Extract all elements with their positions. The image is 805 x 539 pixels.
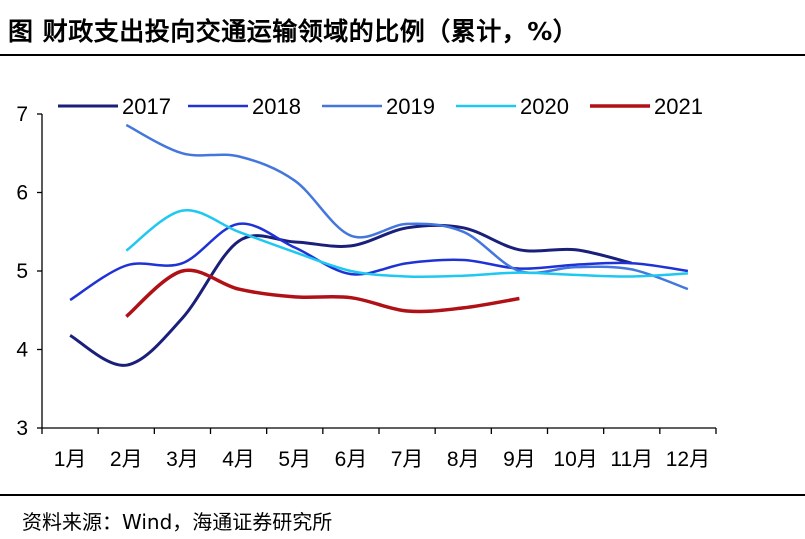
- x-tick-label: 8月: [447, 448, 480, 471]
- y-tick-label: 4: [16, 339, 28, 362]
- series-line-2017: [69, 223, 633, 367]
- x-tick-label: 7月: [391, 448, 424, 471]
- legend-label-2021: 2021: [654, 94, 703, 119]
- x-tick-label: 5月: [278, 448, 311, 471]
- x-tick-label: 9月: [503, 448, 536, 471]
- x-tick-label: 11月: [610, 448, 653, 471]
- legend: 2017 2018 2019 2020 2021: [58, 94, 703, 119]
- x-tick-label: 1月: [54, 448, 87, 471]
- y-tick-label: 6: [16, 182, 28, 205]
- series-line-2019: [125, 123, 689, 291]
- series-line-2021: [125, 268, 520, 318]
- y-tick-label: 7: [16, 103, 28, 126]
- series-line-2020: [125, 209, 688, 279]
- x-tick-label: 12月: [666, 448, 710, 471]
- chart-title: 图 财政支出投向交通运输领域的比例（累计，%）: [8, 17, 579, 46]
- y-tick-label: 3: [16, 417, 28, 440]
- series-line-2018: [69, 222, 689, 302]
- legend-label-2019: 2019: [386, 94, 435, 119]
- title-rule: [0, 54, 805, 56]
- axes: 3 4 5 6 7 1月 2月 3月 4月 5月 6月 7月 8月 9月 10月 11月 12月: [16, 103, 717, 471]
- y-tick-label: 5: [16, 260, 28, 283]
- x-tick-label: 4月: [222, 448, 255, 471]
- legend-label-2018: 2018: [252, 94, 301, 119]
- x-tick-label: 2月: [110, 448, 143, 471]
- x-tick-label: 6月: [335, 448, 368, 471]
- legend-label-2020: 2020: [520, 94, 569, 119]
- x-tick-label: 10月: [553, 448, 597, 471]
- source-rule: [0, 494, 805, 496]
- source-note: 资料来源：Wind，海通证券研究所: [22, 510, 333, 534]
- legend-label-2017: 2017: [122, 94, 171, 119]
- series-lines: [69, 123, 689, 367]
- x-tick-label: 3月: [166, 448, 199, 471]
